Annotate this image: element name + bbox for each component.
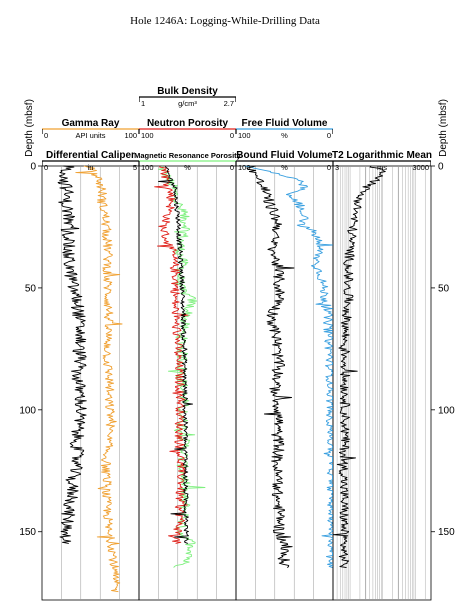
header-title-track2-3: Magnetic Resonance Porosity [134, 151, 242, 160]
track-grid [41, 165, 432, 601]
curve-magnetic-resonance-porosity [158, 165, 206, 568]
header-title-track1-1: Gamma Ray [62, 118, 120, 129]
depth-tick-label-left: 150 [19, 527, 36, 538]
header-title-track3-2: Bound Fluid Volume [236, 150, 333, 161]
depth-tick-label-left: 0 [30, 162, 36, 173]
header-unit-track3-2: % [281, 163, 288, 172]
header-min-track3-1: 100 [238, 131, 251, 140]
header-max-track2-3: 0 [230, 163, 234, 172]
header-max-track3-2: 0 [327, 163, 331, 172]
curve-bound-fluid-volume [246, 165, 295, 568]
header-unit-track1-1: API units [75, 131, 105, 140]
header-title-track1-2: Differential Caliper [46, 150, 135, 161]
header-min-track1-2: 0 [44, 163, 48, 172]
header-max-track2-2: 0 [230, 131, 234, 140]
depth-axis-label-right: Depth (mbsf) [438, 99, 449, 157]
depth-tick-label-right: 0 [438, 162, 444, 173]
curve-bulk-density [158, 165, 194, 544]
curve-neutron-porosity [154, 165, 189, 544]
header-max-track2-1: 2.7 [224, 99, 234, 108]
header-max-track1-1: 100 [124, 131, 137, 140]
track-frame-3 [235, 165, 334, 601]
header-title-track2-1: Bulk Density [157, 86, 218, 97]
header-max-track4-1: 3000 [412, 163, 429, 172]
header-min-track3-2: 100 [238, 163, 251, 172]
header-unit-track3-1: % [281, 131, 288, 140]
curve-gamma-ray [75, 165, 123, 593]
curve-differential-caliper [57, 165, 87, 544]
header-unit-track1-2: in [88, 163, 94, 172]
header-min-track2-2: 100 [141, 131, 154, 140]
depth-axis-label-left: Depth (mbsf) [24, 99, 35, 157]
curve-t2-logarithmic-mean [333, 165, 386, 569]
header-title-track4-1: T2 Logarithmic Mean [332, 150, 432, 161]
header-unit-track2-3: % [184, 163, 191, 172]
depth-tick-label-right: 150 [438, 527, 455, 538]
header-max-track3-1: 0 [327, 131, 331, 140]
depth-tick-label-left: 50 [25, 283, 37, 294]
track-frame-1 [41, 165, 140, 601]
header-min-track4-1: 3 [335, 163, 339, 172]
header-min-track2-3: 100 [141, 163, 154, 172]
header-title-track3-1: Free Fluid Volume [242, 118, 328, 129]
header-min-track2-1: 1 [141, 99, 145, 108]
header-title-track2-2: Neutron Porosity [147, 118, 229, 129]
track-frame-4 [332, 165, 432, 601]
curve-free-fluid-volume [244, 165, 333, 569]
depth-tick-label-right: 100 [438, 405, 455, 416]
depth-tick-label-left: 100 [19, 405, 36, 416]
header-unit-track4-1: ms [377, 163, 387, 172]
header-unit-track2-1: g/cm³ [178, 99, 197, 108]
figure-title: Hole 1246A: Logging-While-Drilling Data [130, 15, 320, 27]
header-max-track1-2: 5 [133, 163, 137, 172]
log-curves [57, 165, 386, 593]
header-min-track1-1: 0 [44, 131, 48, 140]
depth-tick-label-right: 50 [438, 283, 450, 294]
